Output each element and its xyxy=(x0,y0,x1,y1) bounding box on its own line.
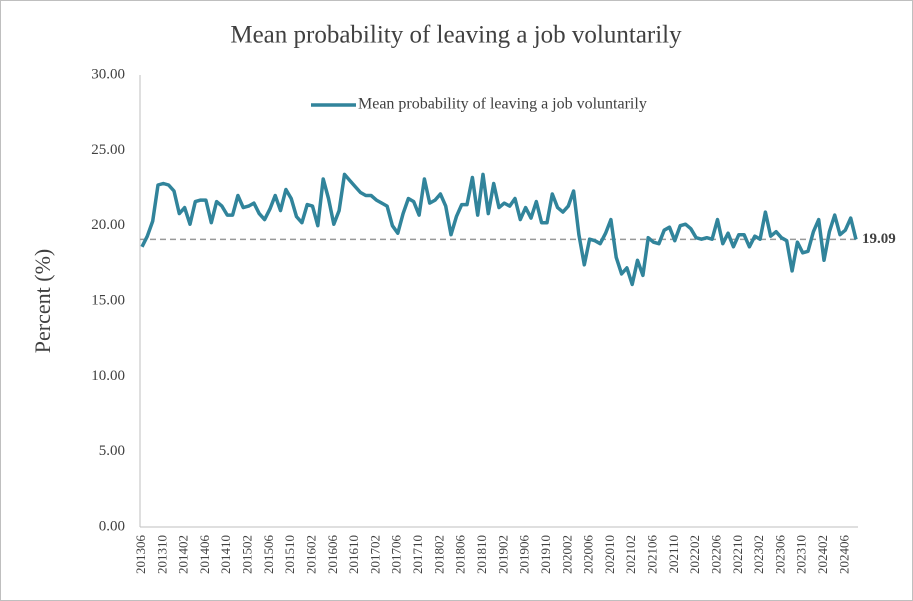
x-tick-label: 201310 xyxy=(154,535,169,574)
x-tick-label: 202106 xyxy=(645,535,660,575)
x-tick-label: 202102 xyxy=(623,535,638,574)
x-tick-label: 202306 xyxy=(772,535,787,575)
x-tick-label: 201410 xyxy=(218,535,233,574)
x-tick-label: 201402 xyxy=(176,535,191,574)
x-tick-label: 201910 xyxy=(538,535,553,574)
y-tick-label: 15.00 xyxy=(91,292,125,308)
x-tick-label: 202010 xyxy=(602,535,617,574)
y-tick-label: 10.00 xyxy=(91,368,125,384)
x-tick-label: 201806 xyxy=(453,535,468,575)
x-tick-label: 202206 xyxy=(708,535,723,575)
x-tick-label: 201502 xyxy=(240,535,255,574)
y-tick-label: 20.00 xyxy=(91,217,125,233)
x-tick-label: 201706 xyxy=(389,535,404,575)
x-tick-label: 202310 xyxy=(794,535,809,574)
x-tick-label: 201902 xyxy=(495,535,510,574)
legend-label: Mean probability of leaving a job volunt… xyxy=(358,96,647,113)
y-tick-label: 30.00 xyxy=(91,66,125,82)
x-tick-label: 202002 xyxy=(559,535,574,574)
x-tick-label: 201306 xyxy=(133,535,148,575)
x-tick-label: 201810 xyxy=(474,535,489,574)
y-tick-label: 5.00 xyxy=(99,443,125,459)
x-tick-label: 201406 xyxy=(197,535,212,575)
x-tick-label: 201606 xyxy=(325,535,340,575)
x-tick-label: 202202 xyxy=(687,535,702,574)
x-tick-label: 202402 xyxy=(815,535,830,574)
x-tick-label: 202006 xyxy=(581,535,596,575)
x-tick-label: 201702 xyxy=(367,535,382,574)
x-tick-label: 202302 xyxy=(751,535,766,574)
x-tick-label: 201602 xyxy=(303,535,318,574)
x-tick-label: 201610 xyxy=(346,535,361,574)
y-tick-label: 25.00 xyxy=(91,142,125,158)
chart-title: Mean probability of leaving a job volunt… xyxy=(230,22,682,49)
x-tick-label: 202210 xyxy=(730,535,745,574)
x-tick-label: 201506 xyxy=(261,535,276,575)
x-tick-label: 201906 xyxy=(517,535,532,575)
x-tick-label: 201510 xyxy=(282,535,297,574)
x-tick-label: 201710 xyxy=(410,535,425,574)
x-tick-label: 201802 xyxy=(431,535,446,574)
x-tick-label: 202110 xyxy=(666,535,681,574)
data-line xyxy=(140,172,858,287)
y-tick-label: 0.00 xyxy=(99,518,125,534)
x-tick-label: 202406 xyxy=(836,535,851,575)
reference-label: 19.09 xyxy=(862,231,896,247)
y-axis-label: Percent (%) xyxy=(30,249,55,353)
